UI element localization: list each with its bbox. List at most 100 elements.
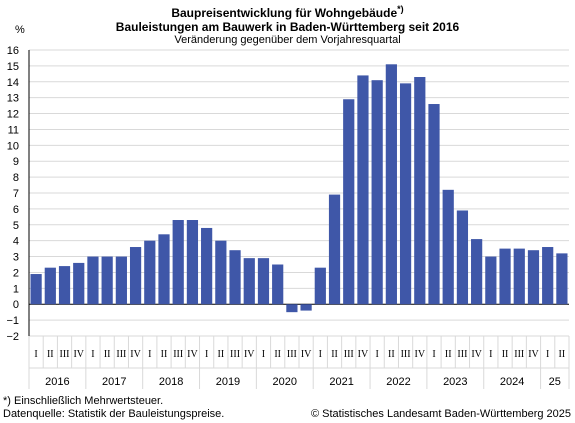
quarter-label: III bbox=[401, 349, 411, 360]
bar bbox=[314, 267, 326, 305]
bar bbox=[328, 194, 341, 305]
y-tick-label: 12 bbox=[7, 109, 19, 121]
quarter-label: IV bbox=[301, 349, 312, 360]
y-tick-label: −2 bbox=[6, 331, 19, 343]
quarter-label: I bbox=[148, 349, 151, 360]
bar bbox=[44, 267, 56, 305]
y-tick-label: 4 bbox=[13, 236, 19, 248]
footnote-marker: *) bbox=[397, 4, 404, 14]
y-tick-label: 13 bbox=[7, 93, 19, 105]
y-tick-label: 11 bbox=[8, 124, 19, 136]
quarter-label: III bbox=[173, 349, 183, 360]
bar bbox=[30, 274, 42, 305]
quarter-label: I bbox=[34, 349, 37, 360]
y-tick-label: 0 bbox=[13, 299, 19, 311]
quarter-label: II bbox=[445, 349, 452, 360]
bar bbox=[87, 256, 99, 305]
bar bbox=[556, 253, 568, 305]
quarter-label: III bbox=[344, 349, 354, 360]
quarter-label: II bbox=[218, 349, 225, 360]
data-source: Datenquelle: Statistik der Bauleistungsp… bbox=[3, 408, 225, 420]
quarter-label: I bbox=[546, 349, 549, 360]
bar bbox=[229, 250, 241, 305]
year-label: 2019 bbox=[216, 376, 240, 388]
bar bbox=[542, 247, 554, 305]
bar bbox=[257, 258, 270, 305]
quarter-label: IV bbox=[358, 349, 369, 360]
bar bbox=[144, 240, 156, 305]
quarter-label: III bbox=[287, 349, 297, 360]
bar bbox=[158, 234, 170, 305]
bar bbox=[442, 189, 454, 305]
bar bbox=[414, 77, 426, 305]
quarter-label: I bbox=[319, 349, 322, 360]
bar bbox=[471, 239, 483, 305]
bar bbox=[215, 240, 227, 305]
quarter-label: IV bbox=[415, 349, 426, 360]
quarter-label: II bbox=[104, 349, 111, 360]
year-label: 2018 bbox=[159, 376, 183, 388]
quarter-label: III bbox=[116, 349, 126, 360]
quarter-label: I bbox=[375, 349, 378, 360]
quarter-label: IV bbox=[130, 349, 141, 360]
y-tick-label: 1 bbox=[13, 283, 19, 295]
year-label: 2021 bbox=[329, 376, 353, 388]
y-tick-label: 9 bbox=[13, 156, 19, 168]
quarter-label: III bbox=[457, 349, 467, 360]
chart-title-text: Baupreisentwicklung für Wohngebäude bbox=[171, 6, 398, 20]
bar bbox=[456, 210, 469, 305]
y-tick-label: 5 bbox=[13, 220, 19, 232]
bar bbox=[172, 220, 184, 305]
quarter-label: I bbox=[205, 349, 208, 360]
bar bbox=[485, 256, 497, 305]
quarter-label: II bbox=[388, 349, 395, 360]
year-label: 2017 bbox=[102, 376, 126, 388]
bar bbox=[186, 220, 199, 305]
bar bbox=[129, 247, 142, 305]
bar bbox=[73, 262, 85, 305]
quarter-label: II bbox=[331, 349, 338, 360]
bar bbox=[357, 75, 369, 305]
quarter-label: III bbox=[230, 349, 240, 360]
quarter-label: IV bbox=[244, 349, 255, 360]
quarter-label: I bbox=[432, 349, 435, 360]
bar bbox=[343, 99, 355, 305]
footnote: *) Einschließlich Mehrwertsteuer. bbox=[3, 395, 164, 407]
y-tick-label: 10 bbox=[7, 140, 19, 152]
copyright: © Statistisches Landesamt Baden-Württemb… bbox=[310, 408, 571, 420]
y-tick-label: 14 bbox=[7, 77, 19, 89]
bar bbox=[101, 256, 113, 305]
y-tick-label: 6 bbox=[13, 204, 19, 216]
year-label: 2020 bbox=[273, 376, 297, 388]
bar bbox=[272, 264, 284, 305]
bar bbox=[300, 304, 312, 311]
bar bbox=[385, 64, 397, 305]
quarter-label: II bbox=[502, 349, 509, 360]
quarter-label: II bbox=[559, 349, 566, 360]
year-label: 2022 bbox=[386, 376, 410, 388]
quarter-label: II bbox=[274, 349, 281, 360]
quarter-label: III bbox=[60, 349, 70, 360]
y-tick-label: 7 bbox=[13, 188, 19, 200]
y-tick-label: 15 bbox=[7, 61, 19, 73]
quarter-label: II bbox=[161, 349, 168, 360]
quarter-label: I bbox=[91, 349, 94, 360]
bar bbox=[115, 256, 127, 305]
bar bbox=[58, 266, 71, 305]
bar bbox=[527, 250, 540, 305]
quarter-label: IV bbox=[187, 349, 198, 360]
chart-subsubtitle: Veränderung gegenüber dem Vorjahresquart… bbox=[174, 34, 401, 46]
quarter-label: IV bbox=[73, 349, 84, 360]
year-label: 2024 bbox=[500, 376, 524, 388]
quarter-label: II bbox=[47, 349, 54, 360]
year-label: 25 bbox=[549, 376, 561, 388]
bar bbox=[243, 258, 255, 305]
bar bbox=[399, 83, 412, 305]
year-label: 2016 bbox=[45, 376, 69, 388]
chart-header: Baupreisentwicklung für Wohngebäude*) Ba… bbox=[0, 2, 575, 47]
y-tick-label: 8 bbox=[13, 172, 19, 184]
bar bbox=[513, 248, 525, 305]
quarter-label: III bbox=[514, 349, 524, 360]
bar bbox=[371, 80, 383, 305]
